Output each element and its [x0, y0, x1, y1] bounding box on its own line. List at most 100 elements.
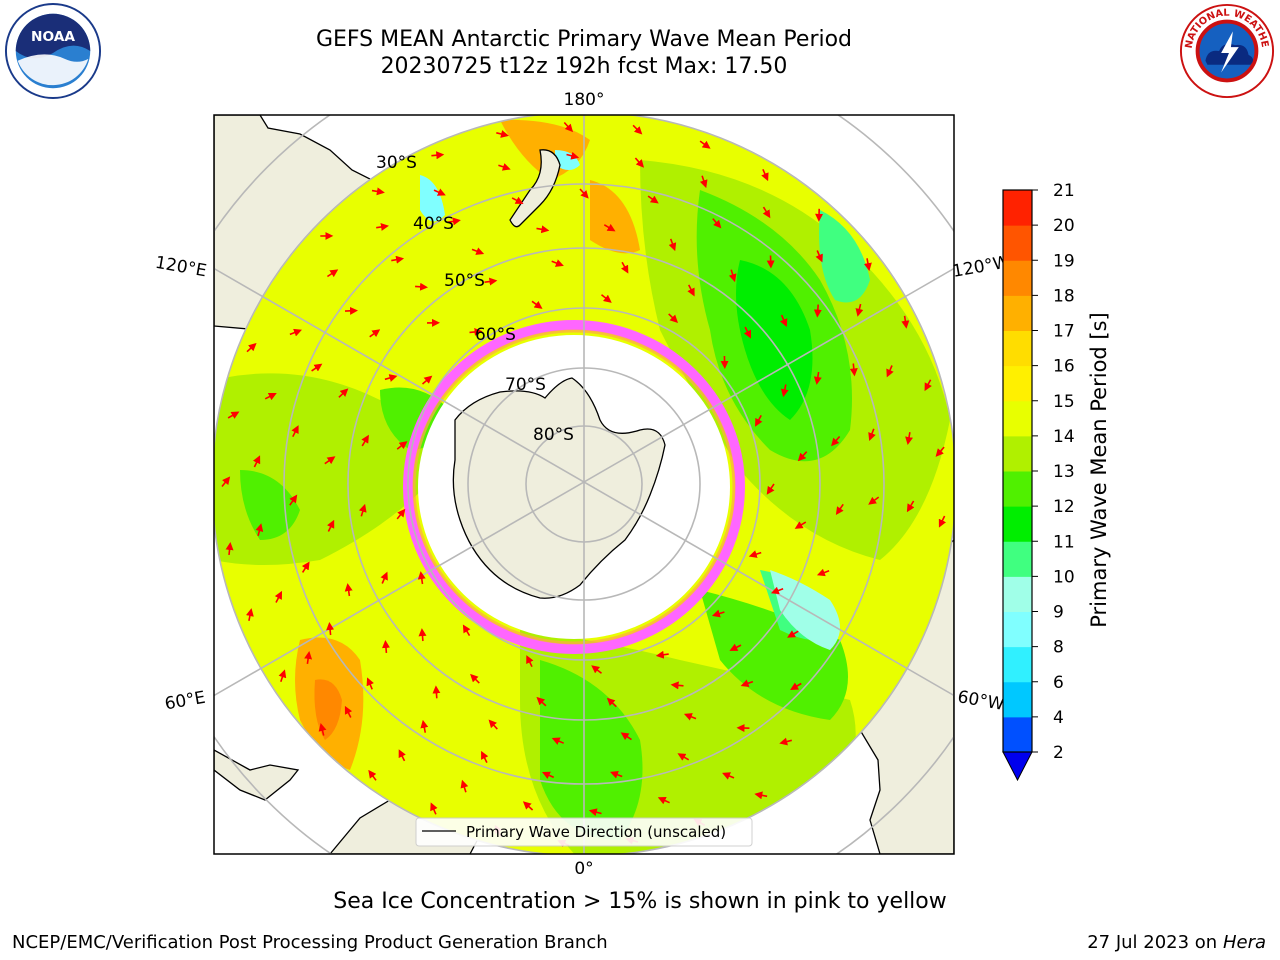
lat-label-80s: 80°S [533, 425, 574, 445]
wave-direction-arrow [729, 643, 742, 651]
wave-direction-arrow [415, 282, 428, 291]
wave-direction-arrow [762, 206, 771, 219]
wave-direction-arrow [647, 195, 659, 204]
wave-direction-arrow [863, 258, 872, 272]
title-line-2: 20230725 t12z 192h fcst Max: 17.50 [380, 54, 788, 79]
wave-direction-arrow [601, 294, 612, 303]
lat-label-70s: 70°S [505, 375, 546, 395]
wave-direction-arrow [433, 188, 446, 196]
legend: Primary Wave Direction (unscaled) [415, 817, 753, 847]
wave-direction-arrow [868, 428, 876, 441]
wave-direction-arrow [579, 188, 589, 199]
wave-direction-arrow [384, 374, 398, 382]
wave-direction-arrow [924, 379, 932, 392]
wave-direction-arrow [634, 157, 645, 168]
wave-direction-arrow [740, 679, 754, 688]
wave-direction-arrow [398, 749, 406, 762]
wave-direction-arrow [245, 608, 254, 621]
wave-direction-arrow [794, 521, 807, 529]
wave-direction-arrow [531, 300, 543, 309]
wave-direction-arrow [460, 779, 469, 793]
wave-direction-arrow [541, 771, 555, 779]
colorbar-label: Primary Wave Mean Period [s] [1087, 312, 1111, 628]
wave-direction-arrow [484, 277, 498, 286]
colorbar-tick-label: 16 [1053, 357, 1075, 377]
colorbar-segment [1003, 260, 1032, 296]
colorbar-segment [1003, 716, 1032, 753]
wave-direction-arrow [563, 121, 574, 133]
colorbar-segment [1003, 471, 1032, 507]
wave-direction-arrow [603, 223, 616, 232]
wave-direction-arrow [289, 328, 302, 337]
wave-direction-arrow [743, 326, 752, 339]
wave-direction-arrow [668, 313, 679, 323]
wave-direction-arrow [766, 483, 775, 495]
wave-direction-arrow [264, 393, 277, 401]
wave-direction-arrow [380, 571, 388, 584]
wave-direction-arrow [790, 682, 802, 691]
wave-direction-arrow [905, 432, 913, 445]
colorbar-tick-label: 18 [1053, 286, 1075, 306]
wave-direction-arrow [610, 770, 623, 779]
wave-direction-arrow [225, 542, 234, 555]
colorbar-segment [1003, 541, 1032, 577]
colorbar-tick-label: 8 [1053, 638, 1064, 658]
wave-direction-arrow [311, 363, 323, 372]
lon-label-top: 180° [564, 90, 605, 110]
colorbar-segment [1003, 435, 1032, 472]
colorbar-tick-label: 14 [1053, 427, 1075, 447]
colorbar-tick-label: 6 [1053, 673, 1064, 693]
lon-label-lower-left: 60°E [163, 688, 207, 715]
wave-direction-arrow [712, 218, 722, 229]
wave-direction-arrow [366, 677, 374, 690]
wave-direction-arrow [301, 561, 310, 573]
colorbar-segment [1003, 506, 1032, 542]
wave-direction-arrow [536, 696, 547, 707]
wave-direction-arrow [227, 411, 240, 419]
colorbar-tick-label: 9 [1053, 603, 1064, 623]
wave-direction-arrow [430, 802, 438, 815]
wave-direction-arrow [938, 515, 947, 528]
wave-direction-arrow [344, 583, 353, 597]
wave-direction-arrow [797, 451, 808, 462]
lat-label-60s: 60°S [475, 325, 516, 345]
wave-direction-arrow [369, 329, 381, 338]
wave-direction-arrow [816, 568, 830, 577]
wave-direction-arrow [278, 669, 287, 683]
wave-direction-arrow [815, 250, 823, 263]
colorbar-segment [1003, 225, 1032, 261]
wave-direction-arrow [655, 650, 669, 659]
wave-direction-arrow [683, 713, 697, 721]
caption: Sea Ice Concentration > 15% is shown in … [333, 889, 947, 914]
wave-direction-arrow [779, 737, 792, 746]
wave-direction-arrow [304, 651, 313, 665]
wave-direction-arrow [344, 306, 358, 315]
svg-text:NOAA: NOAA [31, 29, 75, 45]
latitude-labels: 30°S 40°S 50°S 60°S 70°S 80°S [376, 153, 574, 445]
lon-label-bottom: 0° [574, 859, 593, 879]
wave-direction-arrow [657, 796, 670, 805]
colorbar-segment [1003, 400, 1032, 437]
wave-direction-arrow [469, 327, 483, 336]
lon-label-upper-left: 120°E [154, 253, 208, 282]
colorbar-tick-label: 11 [1053, 532, 1075, 552]
map-frame [213, 114, 955, 855]
colorbar-tick-label: 20 [1053, 216, 1075, 236]
wave-direction-arrow [289, 494, 298, 506]
noaa-logo: NOAA [4, 2, 102, 100]
wave-direction-arrow [835, 503, 844, 516]
colorbar-tick-label: 2 [1053, 743, 1064, 763]
wave-direction-arrow [606, 697, 617, 708]
graticule [214, 115, 954, 854]
nws-logo: NATIONAL WEATHER SERVICE [1178, 2, 1275, 99]
wave-direction-arrow [621, 261, 629, 274]
wave-direction-arrow [699, 140, 711, 149]
wave-direction-arrow [498, 163, 511, 171]
wave-direction-arrow [327, 519, 335, 532]
wave-direction-arrow [886, 365, 894, 378]
wave-direction-arrow [274, 590, 283, 603]
footer-date: 27 Jul 2023 on Hera [1087, 932, 1266, 953]
colorbar: 2 4 6 8 9 10 11 12 13 14 15 16 17 18 19 20 21 [1002, 181, 1075, 782]
wave-direction-arrow [376, 223, 389, 231]
wave-direction-arrow [761, 168, 769, 182]
